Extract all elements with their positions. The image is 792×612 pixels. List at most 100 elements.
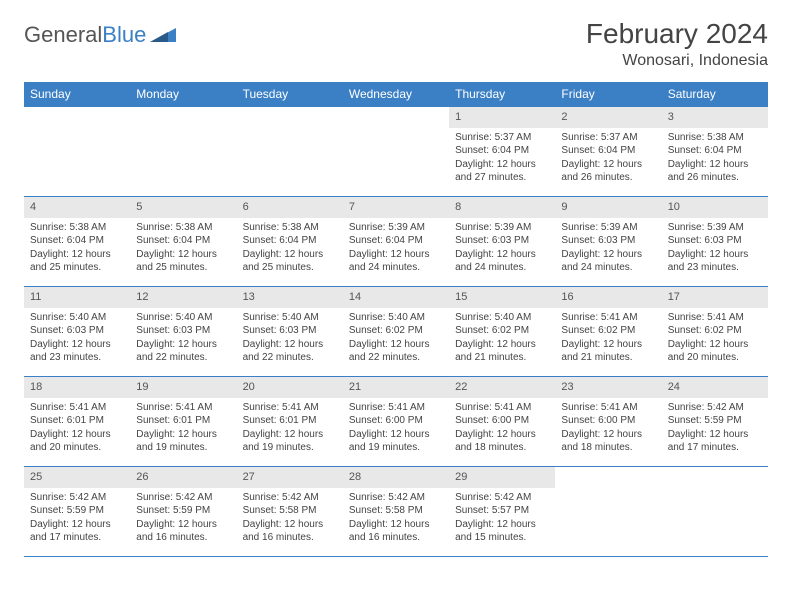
daylight-line: Daylight: 12 hours and 22 minutes. [136,338,230,365]
day-header-row: Sunday Monday Tuesday Wednesday Thursday… [24,82,768,107]
day-number: 17 [662,287,768,308]
sunrise-line: Sunrise: 5:42 AM [30,491,124,505]
location: Wonosari, Indonesia [586,52,768,70]
day-content: Sunrise: 5:41 AMSunset: 6:01 PMDaylight:… [237,398,343,459]
daylight-line: Daylight: 12 hours and 20 minutes. [668,338,762,365]
sunset-line: Sunset: 5:57 PM [455,504,549,518]
sunrise-line: Sunrise: 5:42 AM [349,491,443,505]
calendar-cell [662,467,768,557]
calendar-cell: 28Sunrise: 5:42 AMSunset: 5:58 PMDayligh… [343,467,449,557]
calendar-row: 11Sunrise: 5:40 AMSunset: 6:03 PMDayligh… [24,287,768,377]
sunrise-line: Sunrise: 5:41 AM [561,401,655,415]
day-content: Sunrise: 5:42 AMSunset: 5:58 PMDaylight:… [237,488,343,549]
sunrise-line: Sunrise: 5:39 AM [349,221,443,235]
calendar-cell: 24Sunrise: 5:42 AMSunset: 5:59 PMDayligh… [662,377,768,467]
sunrise-line: Sunrise: 5:38 AM [30,221,124,235]
sunset-line: Sunset: 6:04 PM [349,234,443,248]
sunrise-line: Sunrise: 5:40 AM [30,311,124,325]
calendar-cell: 11Sunrise: 5:40 AMSunset: 6:03 PMDayligh… [24,287,130,377]
sunrise-line: Sunrise: 5:38 AM [668,131,762,145]
calendar-row: 1Sunrise: 5:37 AMSunset: 6:04 PMDaylight… [24,107,768,197]
calendar-cell: 26Sunrise: 5:42 AMSunset: 5:59 PMDayligh… [130,467,236,557]
day-number: 8 [449,197,555,218]
day-content: Sunrise: 5:42 AMSunset: 5:58 PMDaylight:… [343,488,449,549]
calendar-cell: 10Sunrise: 5:39 AMSunset: 6:03 PMDayligh… [662,197,768,287]
sunset-line: Sunset: 6:03 PM [136,324,230,338]
calendar-cell: 15Sunrise: 5:40 AMSunset: 6:02 PMDayligh… [449,287,555,377]
sunrise-line: Sunrise: 5:40 AM [349,311,443,325]
daylight-line: Daylight: 12 hours and 22 minutes. [243,338,337,365]
day-content: Sunrise: 5:39 AMSunset: 6:03 PMDaylight:… [449,218,555,279]
day-number: 25 [24,467,130,488]
calendar-cell: 4Sunrise: 5:38 AMSunset: 6:04 PMDaylight… [24,197,130,287]
daylight-line: Daylight: 12 hours and 17 minutes. [30,518,124,545]
sunrise-line: Sunrise: 5:39 AM [561,221,655,235]
calendar-cell [24,107,130,197]
calendar-cell: 8Sunrise: 5:39 AMSunset: 6:03 PMDaylight… [449,197,555,287]
calendar-cell: 21Sunrise: 5:41 AMSunset: 6:00 PMDayligh… [343,377,449,467]
calendar-row: 18Sunrise: 5:41 AMSunset: 6:01 PMDayligh… [24,377,768,467]
day-content: Sunrise: 5:39 AMSunset: 6:03 PMDaylight:… [555,218,661,279]
day-number: 23 [555,377,661,398]
calendar-cell: 18Sunrise: 5:41 AMSunset: 6:01 PMDayligh… [24,377,130,467]
day-content: Sunrise: 5:42 AMSunset: 5:59 PMDaylight:… [130,488,236,549]
daylight-line: Daylight: 12 hours and 25 minutes. [243,248,337,275]
day-content: Sunrise: 5:38 AMSunset: 6:04 PMDaylight:… [237,218,343,279]
day-header: Saturday [662,82,768,107]
sunset-line: Sunset: 6:04 PM [561,144,655,158]
calendar-cell: 2Sunrise: 5:37 AMSunset: 6:04 PMDaylight… [555,107,661,197]
logo: GeneralBlue [24,22,176,48]
sunset-line: Sunset: 6:01 PM [243,414,337,428]
sunrise-line: Sunrise: 5:41 AM [349,401,443,415]
day-header: Tuesday [237,82,343,107]
calendar-cell: 12Sunrise: 5:40 AMSunset: 6:03 PMDayligh… [130,287,236,377]
daylight-line: Daylight: 12 hours and 19 minutes. [243,428,337,455]
day-number: 24 [662,377,768,398]
sunset-line: Sunset: 6:04 PM [455,144,549,158]
day-content: Sunrise: 5:42 AMSunset: 5:59 PMDaylight:… [24,488,130,549]
day-content: Sunrise: 5:41 AMSunset: 6:02 PMDaylight:… [662,308,768,369]
day-number: 20 [237,377,343,398]
day-content: Sunrise: 5:40 AMSunset: 6:03 PMDaylight:… [24,308,130,369]
calendar-cell: 22Sunrise: 5:41 AMSunset: 6:00 PMDayligh… [449,377,555,467]
day-content: Sunrise: 5:38 AMSunset: 6:04 PMDaylight:… [24,218,130,279]
day-number: 19 [130,377,236,398]
calendar-body: 1Sunrise: 5:37 AMSunset: 6:04 PMDaylight… [24,107,768,557]
sunset-line: Sunset: 5:58 PM [349,504,443,518]
calendar-cell [555,467,661,557]
month-title: February 2024 [586,18,768,50]
sunrise-line: Sunrise: 5:40 AM [136,311,230,325]
sunset-line: Sunset: 6:04 PM [136,234,230,248]
day-number: 11 [24,287,130,308]
day-number: 28 [343,467,449,488]
calendar-cell: 17Sunrise: 5:41 AMSunset: 6:02 PMDayligh… [662,287,768,377]
daylight-line: Daylight: 12 hours and 24 minutes. [561,248,655,275]
sunrise-line: Sunrise: 5:37 AM [455,131,549,145]
calendar-cell: 23Sunrise: 5:41 AMSunset: 6:00 PMDayligh… [555,377,661,467]
title-block: February 2024 Wonosari, Indonesia [586,18,768,70]
day-content: Sunrise: 5:40 AMSunset: 6:02 PMDaylight:… [343,308,449,369]
calendar-cell [343,107,449,197]
sunset-line: Sunset: 6:00 PM [455,414,549,428]
day-number: 18 [24,377,130,398]
sunset-line: Sunset: 6:02 PM [349,324,443,338]
sunrise-line: Sunrise: 5:41 AM [561,311,655,325]
day-content: Sunrise: 5:39 AMSunset: 6:03 PMDaylight:… [662,218,768,279]
sunrise-line: Sunrise: 5:41 AM [243,401,337,415]
calendar-cell: 1Sunrise: 5:37 AMSunset: 6:04 PMDaylight… [449,107,555,197]
sunset-line: Sunset: 6:02 PM [455,324,549,338]
day-content: Sunrise: 5:40 AMSunset: 6:03 PMDaylight:… [237,308,343,369]
daylight-line: Daylight: 12 hours and 18 minutes. [455,428,549,455]
sunrise-line: Sunrise: 5:38 AM [136,221,230,235]
sunrise-line: Sunrise: 5:38 AM [243,221,337,235]
sunset-line: Sunset: 6:03 PM [561,234,655,248]
logo-text-1: General [24,22,102,48]
daylight-line: Daylight: 12 hours and 21 minutes. [455,338,549,365]
sunrise-line: Sunrise: 5:42 AM [243,491,337,505]
day-content: Sunrise: 5:41 AMSunset: 6:00 PMDaylight:… [343,398,449,459]
sunset-line: Sunset: 5:59 PM [30,504,124,518]
day-header: Friday [555,82,661,107]
sunset-line: Sunset: 6:01 PM [30,414,124,428]
daylight-line: Daylight: 12 hours and 27 minutes. [455,158,549,185]
daylight-line: Daylight: 12 hours and 20 minutes. [30,428,124,455]
